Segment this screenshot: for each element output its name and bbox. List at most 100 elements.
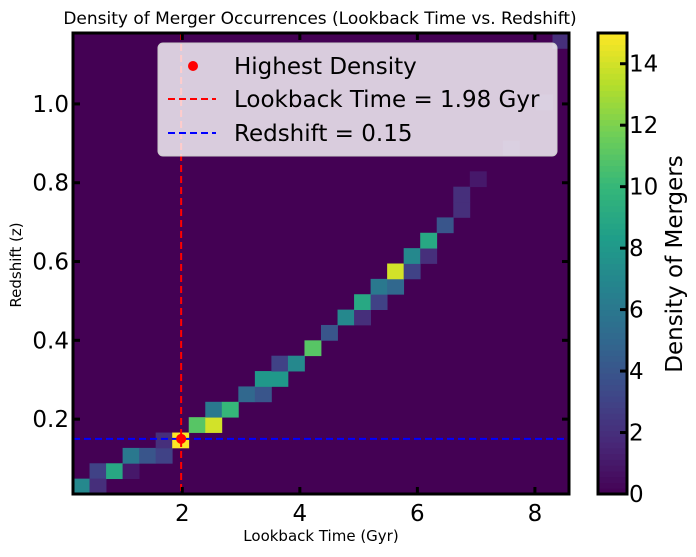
y-tick-label: 0.6	[32, 250, 69, 276]
colorbar: 0 2 4 6 8 10 12 14 Density of Mergers	[596, 31, 688, 508]
heatmap-cell	[155, 447, 173, 464]
colorbar-band	[598, 286, 627, 293]
colorbar-band	[598, 372, 627, 380]
legend-box	[157, 42, 558, 157]
colorbar-band	[598, 355, 627, 362]
heatmap-cell	[106, 463, 123, 480]
colorbar-band	[598, 321, 627, 328]
colorbar-band	[598, 326, 627, 334]
x-axis-label: Lookback Time (Gyr)	[243, 527, 398, 545]
y-tick-label: 1.0	[32, 92, 69, 118]
colorbar-tick-label: 8	[629, 236, 644, 262]
colorbar-band	[598, 488, 627, 495]
heatmap-cell	[188, 417, 206, 433]
heatmap-cell	[337, 309, 355, 326]
colorbar-ticks: 0 2 4 6 8 10 12 14	[620, 52, 658, 508]
colorbar-band	[598, 436, 627, 443]
colorbar-band	[598, 90, 627, 97]
x-tick-label: 8	[528, 501, 543, 527]
colorbar-band	[598, 384, 627, 391]
colorbar-band	[598, 228, 627, 236]
colorbar-band	[598, 303, 627, 311]
colorbar-band	[598, 130, 627, 138]
heatmap-cell	[420, 248, 438, 264]
colorbar-band	[598, 401, 627, 409]
colorbar-band	[598, 165, 627, 172]
colorbar-band	[598, 470, 627, 478]
y-axis-label: Redshift (z)	[7, 222, 25, 307]
colorbar-tick-label: 6	[629, 298, 644, 324]
colorbar-band	[598, 367, 627, 374]
colorbar-band	[598, 413, 627, 420]
heatmap-cell	[287, 355, 305, 372]
colorbar-gradient	[598, 33, 627, 495]
colorbar-band	[598, 44, 627, 51]
heatmap-cell	[73, 478, 90, 495]
plot-frame	[71, 31, 571, 496]
heatmap-cell	[354, 309, 371, 326]
colorbar-band	[598, 234, 627, 241]
heatmap-cell	[89, 463, 107, 480]
colorbar-band	[598, 269, 627, 276]
heatmap-cell	[205, 417, 223, 433]
colorbar-band	[598, 338, 627, 345]
legend-marker-highest-density	[188, 61, 198, 71]
colorbar-band	[598, 459, 627, 466]
colorbar-tick-label: 12	[629, 113, 658, 139]
colorbar-band	[598, 344, 627, 351]
y-tick-label: 0.8	[32, 171, 69, 197]
colorbar-band	[598, 154, 627, 161]
colorbar-band	[598, 67, 627, 74]
y-tick-label: 0.2	[32, 407, 69, 433]
colorbar-tick-label: 10	[629, 175, 658, 201]
colorbar-tick-label: 14	[629, 52, 658, 78]
heatmap-cell	[205, 401, 223, 418]
colorbar-band	[598, 73, 627, 80]
colorbar-band	[598, 332, 627, 339]
colorbar-band	[598, 84, 627, 92]
heatmap-cell	[122, 447, 140, 464]
colorbar-band	[598, 298, 627, 305]
heatmap-cell	[403, 263, 421, 280]
colorbar-band	[598, 419, 627, 426]
colorbar-band	[598, 315, 627, 322]
colorbar-band	[598, 159, 627, 167]
colorbar-band	[598, 119, 627, 126]
heatmap-cell	[370, 278, 388, 295]
colorbar-band	[598, 251, 627, 259]
colorbar-band	[598, 280, 627, 288]
colorbar-band	[598, 476, 627, 483]
heatmap-cell	[89, 478, 107, 495]
colorbar-band	[598, 102, 627, 109]
y-axis-ticks: 0.2 0.4 0.6 0.8 1.0	[32, 92, 569, 433]
heatmap-cell	[304, 340, 322, 357]
colorbar-band	[598, 96, 627, 103]
colorbar-band	[598, 79, 627, 86]
colorbar-band	[598, 211, 627, 218]
heatmap-cell	[271, 355, 289, 372]
x-tick-label: 4	[293, 501, 308, 527]
heatmap-cell	[254, 386, 272, 403]
heatmap-cell	[469, 171, 487, 188]
colorbar-band	[598, 246, 627, 253]
colorbar-band	[598, 113, 627, 120]
colorbar-band	[598, 171, 627, 178]
heatmap-cell	[420, 232, 438, 249]
heatmap-cell	[403, 248, 421, 264]
heatmap-cell	[139, 447, 157, 464]
colorbar-band	[598, 309, 627, 316]
colorbar-band	[598, 200, 627, 207]
highest-density-marker	[176, 433, 187, 444]
colorbar-band	[598, 378, 627, 386]
legend-label-lookback-time: Lookback Time = 1.98 Gyr	[234, 87, 540, 113]
colorbar-band	[598, 447, 627, 455]
legend: Highest Density Lookback Time = 1.98 Gyr…	[157, 42, 558, 157]
colorbar-band	[598, 205, 627, 213]
x-tick-label: 6	[410, 501, 425, 527]
colorbar-band	[598, 194, 627, 201]
heatmap-cell	[453, 186, 471, 203]
colorbar-band	[598, 217, 627, 224]
colorbar-band	[598, 33, 627, 40]
heatmap-cell	[254, 371, 272, 387]
